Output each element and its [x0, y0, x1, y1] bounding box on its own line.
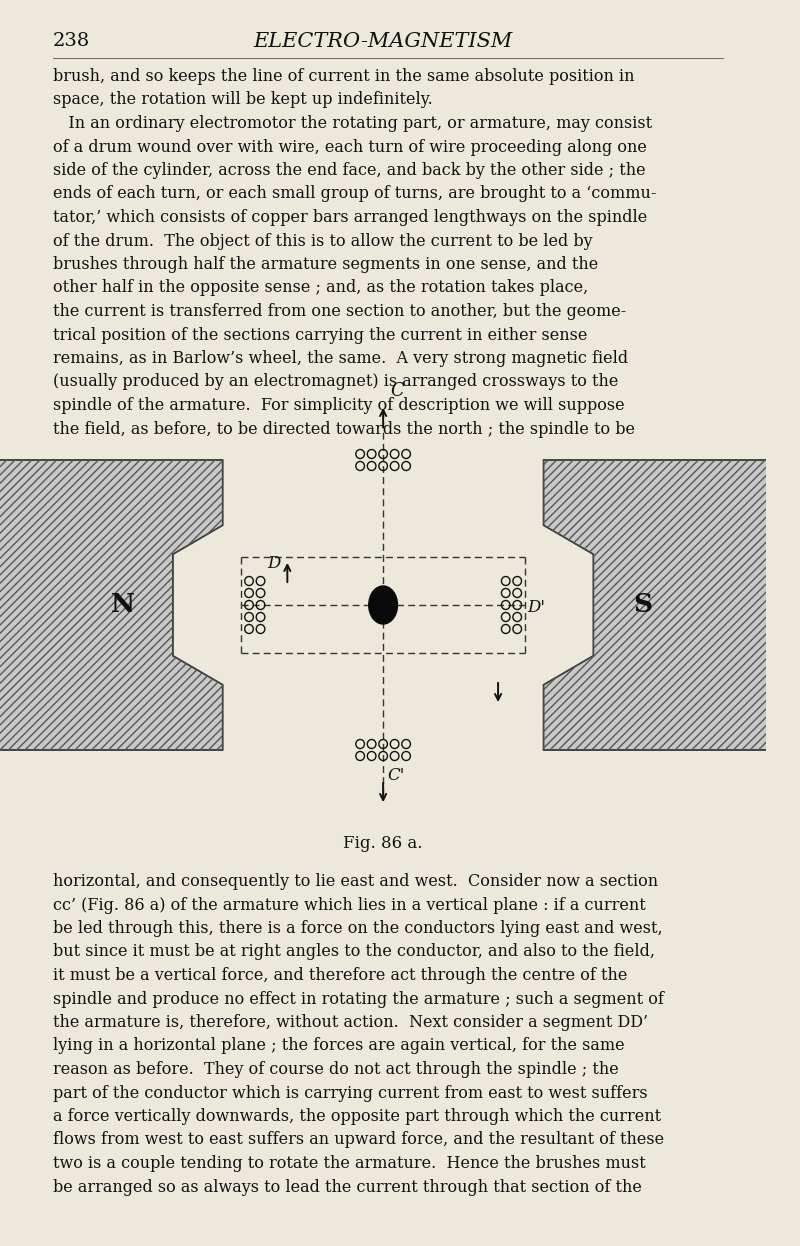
Text: Fig. 86 a.: Fig. 86 a.	[343, 835, 423, 852]
Text: trical position of the sections carrying the current in either sense: trical position of the sections carrying…	[53, 326, 587, 344]
Text: C: C	[390, 383, 403, 400]
Text: of the drum.  The object of this is to allow the current to be led by: of the drum. The object of this is to al…	[53, 233, 592, 249]
Text: remains, as in Barlow’s wheel, the same.  A very strong magnetic field: remains, as in Barlow’s wheel, the same.…	[53, 350, 628, 368]
Text: D: D	[267, 554, 281, 572]
Text: but since it must be at right angles to the conductor, and also to the field,: but since it must be at right angles to …	[53, 943, 654, 961]
Text: lying in a horizontal plane ; the forces are again vertical, for the same: lying in a horizontal plane ; the forces…	[53, 1038, 624, 1054]
Text: S: S	[634, 593, 653, 618]
Text: part of the conductor which is carrying current from east to west suffers: part of the conductor which is carrying …	[53, 1084, 647, 1101]
Text: D': D'	[526, 598, 545, 616]
Text: 238: 238	[53, 32, 90, 50]
Text: other half in the opposite sense ; and, as the rotation takes place,: other half in the opposite sense ; and, …	[53, 279, 588, 297]
Text: the field, as before, to be directed towards the north ; the spindle to be: the field, as before, to be directed tow…	[53, 420, 634, 437]
Text: spindle of the armature.  For simplicity of description we will suppose: spindle of the armature. For simplicity …	[53, 397, 624, 414]
Ellipse shape	[369, 586, 398, 624]
Text: the armature is, therefore, without action.  Next consider a segment DD’: the armature is, therefore, without acti…	[53, 1014, 648, 1030]
Text: N: N	[111, 593, 135, 618]
Text: be arranged so as always to lead the current through that section of the: be arranged so as always to lead the cur…	[53, 1179, 642, 1195]
Text: horizontal, and consequently to lie east and west.  Consider now a section: horizontal, and consequently to lie east…	[53, 873, 658, 890]
Text: cc’ (Fig. 86 a) of the armature which lies in a vertical plane : if a current: cc’ (Fig. 86 a) of the armature which li…	[53, 897, 646, 913]
Text: C': C'	[387, 768, 404, 784]
Text: brushes through half the armature segments in one sense, and the: brushes through half the armature segmen…	[53, 255, 598, 273]
Text: be led through this, there is a force on the conductors lying east and west,: be led through this, there is a force on…	[53, 920, 662, 937]
Text: In an ordinary electromotor the rotating part, or armature, may consist: In an ordinary electromotor the rotating…	[53, 115, 652, 132]
Text: space, the rotation will be kept up indefinitely.: space, the rotation will be kept up inde…	[53, 91, 433, 108]
Polygon shape	[543, 460, 774, 750]
Text: ELECTRO-MAGNETISM: ELECTRO-MAGNETISM	[254, 32, 513, 51]
Text: it must be a vertical force, and therefore act through the centre of the: it must be a vertical force, and therefo…	[53, 967, 627, 984]
Text: reason as before.  They of course do not act through the spindle ; the: reason as before. They of course do not …	[53, 1062, 618, 1078]
Text: tator,’ which consists of copper bars arranged lengthways on the spindle: tator,’ which consists of copper bars ar…	[53, 209, 647, 226]
Text: the current is transferred from one section to another, but the geome-: the current is transferred from one sect…	[53, 303, 626, 320]
Text: ends of each turn, or each small group of turns, are brought to a ‘commu-: ends of each turn, or each small group o…	[53, 186, 656, 203]
Polygon shape	[0, 460, 222, 750]
Text: spindle and produce no effect in rotating the armature ; such a segment of: spindle and produce no effect in rotatin…	[53, 991, 663, 1008]
Text: brush, and so keeps the line of current in the same absolute position in: brush, and so keeps the line of current …	[53, 69, 634, 85]
Text: a force vertically downwards, the opposite part through which the current: a force vertically downwards, the opposi…	[53, 1108, 661, 1125]
Text: of a drum wound over with wire, each turn of wire proceeding along one: of a drum wound over with wire, each tur…	[53, 138, 646, 156]
Text: (usually produced by an electromagnet) is arranged crossways to the: (usually produced by an electromagnet) i…	[53, 374, 618, 390]
Text: side of the cylinder, across the end face, and back by the other side ; the: side of the cylinder, across the end fac…	[53, 162, 646, 179]
Text: flows from west to east suffers an upward force, and the resultant of these: flows from west to east suffers an upwar…	[53, 1131, 664, 1149]
Text: two is a couple tending to rotate the armature.  Hence the brushes must: two is a couple tending to rotate the ar…	[53, 1155, 646, 1172]
